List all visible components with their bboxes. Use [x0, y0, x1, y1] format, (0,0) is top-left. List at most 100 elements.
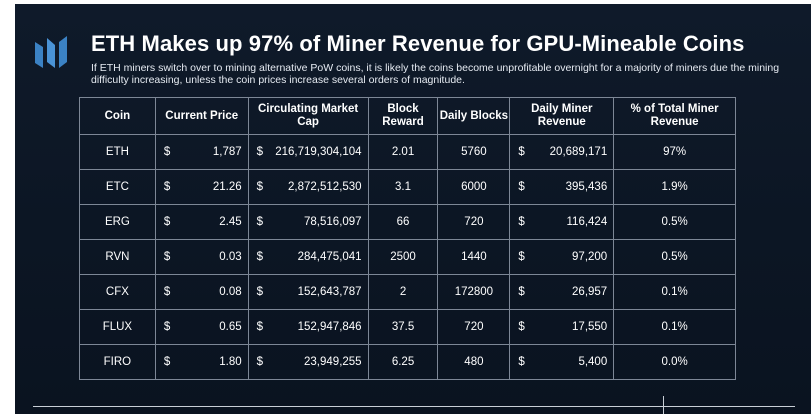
cell-market-cap-value: 23,949,255 — [304, 356, 362, 368]
cell-revenue-share: 0.1% — [613, 309, 736, 345]
cell-revenue-share: 0.1% — [613, 274, 736, 310]
cell-market-cap-value: 78,516,097 — [304, 216, 362, 228]
cell-coin: ETC — [79, 169, 156, 205]
cell-market-cap: $152,947,846 — [247, 309, 369, 345]
table-row: ETC $21.26 $2,872,512,530 3.1 6000 $395,436 1.… — [79, 169, 736, 205]
currency-symbol: $ — [518, 146, 525, 158]
cell-daily-miner-revenue: $20,689,171 — [509, 134, 615, 170]
currency-symbol: $ — [163, 286, 171, 298]
cell-current-price-value: 21.26 — [212, 181, 242, 193]
cell-current-price-value: 2.45 — [219, 216, 242, 228]
cell-daily-miner-revenue-value: 395,436 — [565, 181, 608, 193]
cell-market-cap: $78,516,097 — [247, 204, 369, 240]
currency-symbol: $ — [163, 321, 171, 333]
cell-current-price: $2.45 — [154, 204, 249, 240]
cell-current-price-value: 0.08 — [219, 286, 242, 298]
column-header-coin: Coin — [79, 97, 156, 135]
cell-daily-blocks: 6000 — [437, 169, 511, 205]
cell-coin: RVN — [79, 239, 156, 275]
brand-logo-icon — [35, 36, 67, 68]
currency-symbol: $ — [163, 356, 171, 368]
column-header-revenue-share: % of Total Miner Revenue — [613, 97, 736, 135]
cell-revenue-share: 0.0% — [613, 344, 736, 380]
cell-daily-miner-revenue: $97,200 — [509, 239, 615, 275]
cell-daily-miner-revenue-value: 26,957 — [572, 286, 608, 298]
cell-current-price: $1.80 — [154, 344, 249, 380]
currency-symbol: $ — [256, 356, 264, 368]
cell-market-cap: $23,949,255 — [247, 344, 369, 380]
cell-daily-miner-revenue-value: 97,200 — [572, 251, 608, 263]
cell-revenue-share: 0.5% — [613, 239, 736, 275]
cell-market-cap-value: 284,475,041 — [297, 251, 362, 263]
currency-symbol: $ — [518, 321, 525, 333]
table-row: RVN $0.03 $284,475,041 2500 1440 $97,200 0.5% — [79, 239, 736, 275]
cell-daily-blocks: 172800 — [437, 274, 511, 310]
cell-current-price-value: 0.03 — [219, 251, 242, 263]
currency-symbol: $ — [518, 181, 525, 193]
cell-daily-blocks: 720 — [437, 309, 511, 345]
cell-coin: ERG — [79, 204, 156, 240]
currency-symbol: $ — [256, 286, 264, 298]
cell-block-reward: 6.25 — [367, 344, 439, 380]
currency-symbol: $ — [256, 321, 264, 333]
cell-revenue-share: 97% — [613, 134, 736, 170]
table-row: FLUX $0.65 $152,947,846 37.5 720 $17,550 0.1% — [79, 309, 736, 345]
header-row: Coin Current Price Circulating Market Ca… — [79, 97, 736, 135]
column-header-market-cap: Circulating Market Cap — [247, 97, 369, 135]
cell-current-price-value: 1,787 — [212, 146, 242, 158]
currency-symbol: $ — [518, 356, 525, 368]
table-row: FIRO $1.80 $23,949,255 6.25 480 $5,400 0.0% — [79, 344, 736, 380]
cell-current-price: $0.08 — [154, 274, 249, 310]
footer-divider — [33, 406, 795, 407]
column-header-current-price: Current Price — [154, 97, 249, 135]
cell-block-reward: 2.01 — [367, 134, 439, 170]
cell-block-reward: 66 — [367, 204, 439, 240]
column-header-daily-blocks: Daily Blocks — [437, 97, 511, 135]
slide-panel: ETH Makes up 97% of Miner Revenue for GP… — [15, 4, 811, 414]
cell-market-cap-value: 2,872,512,530 — [288, 181, 362, 193]
cell-daily-miner-revenue: $395,436 — [509, 169, 615, 205]
table-row: ERG $2.45 $78,516,097 66 720 $116,424 0.5% — [79, 204, 736, 240]
cell-daily-blocks: 5760 — [437, 134, 511, 170]
page-title: ETH Makes up 97% of Miner Revenue for GP… — [91, 31, 745, 56]
cell-current-price: $0.65 — [154, 309, 249, 345]
cell-current-price: $0.03 — [154, 239, 249, 275]
cell-revenue-share: 0.5% — [613, 204, 736, 240]
currency-symbol: $ — [256, 181, 264, 193]
cell-revenue-share: 1.9% — [613, 169, 736, 205]
cell-daily-blocks: 1440 — [437, 239, 511, 275]
column-header-daily-miner-revenue: Daily Miner Revenue — [509, 97, 615, 135]
cell-current-price: $21.26 — [154, 169, 249, 205]
cell-market-cap-value: 216,719,304,104 — [275, 146, 362, 158]
cell-coin: CFX — [79, 274, 156, 310]
cell-daily-miner-revenue-value: 116,424 — [566, 216, 608, 228]
cell-daily-miner-revenue: $17,550 — [509, 309, 615, 345]
footer-divider-tick — [663, 396, 664, 414]
cell-block-reward: 37.5 — [367, 309, 439, 345]
currency-symbol: $ — [256, 251, 264, 263]
currency-symbol: $ — [518, 286, 525, 298]
page-subtitle: If ETH miners switch over to mining alte… — [91, 62, 780, 86]
currency-symbol: $ — [163, 216, 171, 228]
currency-symbol: $ — [163, 181, 171, 193]
cell-daily-blocks: 480 — [437, 344, 511, 380]
currency-symbol: $ — [163, 146, 171, 158]
currency-symbol: $ — [256, 146, 264, 158]
cell-current-price: $1,787 — [154, 134, 249, 170]
cell-daily-miner-revenue: $116,424 — [509, 204, 615, 240]
cell-market-cap: $2,872,512,530 — [247, 169, 369, 205]
cell-daily-miner-revenue-value: 5,400 — [578, 356, 608, 368]
cell-daily-miner-revenue-value: 20,689,171 — [549, 146, 608, 158]
cell-daily-miner-revenue-value: 17,550 — [572, 321, 608, 333]
cell-coin: FIRO — [79, 344, 156, 380]
cell-block-reward: 2500 — [367, 239, 439, 275]
cell-current-price-value: 0.65 — [219, 321, 242, 333]
cell-coin: FLUX — [79, 309, 156, 345]
table-header: Coin Current Price Circulating Market Ca… — [79, 97, 736, 135]
miner-revenue-table: Coin Current Price Circulating Market Ca… — [79, 97, 736, 380]
table-body: ETH $1,787 $216,719,304,104 2.01 5760 $20,689… — [79, 134, 736, 380]
currency-symbol: $ — [256, 216, 264, 228]
cell-coin: ETH — [79, 134, 156, 170]
currency-symbol: $ — [518, 216, 525, 228]
cell-current-price-value: 1.80 — [219, 356, 242, 368]
